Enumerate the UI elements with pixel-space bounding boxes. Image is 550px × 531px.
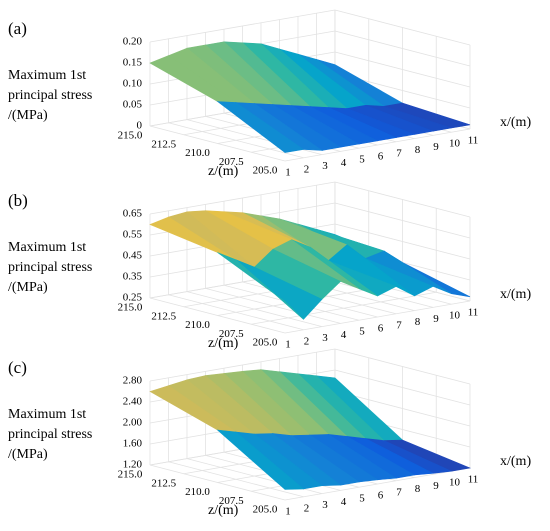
x-tick-label: 8 <box>415 483 421 495</box>
z-axis-label: Maximum 1st <box>8 68 86 83</box>
x-tick-label: 7 <box>396 319 402 331</box>
y-axis-label: z/(m) <box>208 336 239 351</box>
panel-label: (b) <box>8 191 28 210</box>
z-tick-label: 0.15 <box>123 57 143 69</box>
surface-patch <box>216 429 305 490</box>
y-axis-label: z/(m) <box>208 164 239 179</box>
y-tick-label: 215.0 <box>118 302 143 314</box>
z-axis-label: /(MPa) <box>8 108 48 123</box>
y-tick-label: 212.5 <box>151 477 176 489</box>
y-tick-label: 205.0 <box>253 337 278 349</box>
z-axis-label: /(MPa) <box>8 447 48 462</box>
x-tick-label: 7 <box>396 486 402 498</box>
grid-line <box>284 128 471 162</box>
y-tick-label: 205.0 <box>253 504 278 516</box>
z-tick-label: 0.45 <box>123 250 143 262</box>
x-tick-label: 11 <box>468 135 479 147</box>
x-tick-label: 10 <box>449 477 461 489</box>
z-axis-label: principal stress <box>8 427 92 442</box>
z-tick-label: 2.80 <box>123 375 143 387</box>
x-tick-label: 2 <box>304 335 310 347</box>
x-tick-label: 10 <box>449 310 461 322</box>
z-tick-label: 0.35 <box>123 271 143 283</box>
z-tick-label: 0.20 <box>123 36 143 48</box>
surface-patch <box>217 252 304 320</box>
y-tick-label: 210.0 <box>185 147 210 159</box>
z-axis-label: principal stress <box>8 260 92 275</box>
y-tick-label: 212.5 <box>151 310 176 322</box>
z-tick-label: 1.60 <box>123 438 143 450</box>
z-tick-label: 2.40 <box>123 396 143 408</box>
y-tick-label: 207.5 <box>219 328 244 340</box>
x-tick-label: 3 <box>322 160 328 172</box>
z-axis-label: Maximum 1st <box>8 407 86 422</box>
x-tick-label: 2 <box>304 163 310 175</box>
x-tick-label: 5 <box>359 493 365 505</box>
y-tick-label: 210.0 <box>185 319 210 331</box>
y-tick-label: 212.5 <box>151 138 176 150</box>
x-tick-label: 9 <box>433 480 439 492</box>
x-tick-label: 1 <box>285 339 291 351</box>
x-tick-label: 5 <box>359 326 365 338</box>
x-tick-label: 9 <box>433 313 439 325</box>
x-tick-label: 4 <box>341 496 347 508</box>
x-tick-label: 10 <box>449 138 461 150</box>
y-tick-label: 207.5 <box>219 495 244 507</box>
x-tick-label: 3 <box>322 332 328 344</box>
y-tick-label: 215.0 <box>118 469 143 481</box>
y-tick-label: 210.0 <box>185 486 210 498</box>
z-axis-label: Maximum 1st <box>8 240 86 255</box>
z-tick-label: 2.00 <box>123 417 143 429</box>
y-tick-label: 205.0 <box>253 165 278 177</box>
surface-patch <box>216 101 305 153</box>
z-tick-label: 0.65 <box>123 208 143 220</box>
x-tick-label: 1 <box>285 167 291 179</box>
y-axis-label: z/(m) <box>208 503 239 518</box>
x-tick-label: 9 <box>433 141 439 153</box>
z-tick-label: 0.05 <box>123 99 143 111</box>
z-tick-label: 0.10 <box>123 78 143 90</box>
x-tick-label: 6 <box>378 490 384 502</box>
x-tick-label: 8 <box>415 144 421 156</box>
x-axis-label: x/(m) <box>500 115 531 130</box>
x-tick-label: 11 <box>468 474 479 486</box>
z-tick-label: 0.25 <box>123 292 143 304</box>
panel-label: (a) <box>8 19 27 38</box>
grid-line <box>284 300 471 334</box>
x-tick-label: 11 <box>468 307 479 319</box>
x-tick-label: 6 <box>378 151 384 163</box>
x-tick-label: 4 <box>341 329 347 341</box>
z-tick-label: 0.55 <box>123 229 143 241</box>
y-tick-label: 215.0 <box>118 130 143 142</box>
x-tick-label: 1 <box>285 506 291 518</box>
z-tick-label: 1.20 <box>123 459 143 471</box>
panel-label: (c) <box>8 358 27 377</box>
x-tick-label: 7 <box>396 147 402 159</box>
x-tick-label: 3 <box>322 499 328 511</box>
x-tick-label: 6 <box>378 323 384 335</box>
z-tick-label: 0 <box>137 120 143 132</box>
grid-line <box>251 291 437 325</box>
x-tick-label: 4 <box>341 157 347 169</box>
y-tick-label: 207.5 <box>219 156 244 168</box>
x-axis-label: x/(m) <box>500 454 531 469</box>
grid-line <box>284 467 471 501</box>
x-tick-label: 5 <box>359 154 365 166</box>
z-axis-label: /(MPa) <box>8 280 48 295</box>
z-axis-label: principal stress <box>8 88 92 103</box>
x-tick-label: 8 <box>415 316 421 328</box>
x-tick-label: 2 <box>304 502 310 514</box>
x-axis-label: x/(m) <box>500 287 531 302</box>
